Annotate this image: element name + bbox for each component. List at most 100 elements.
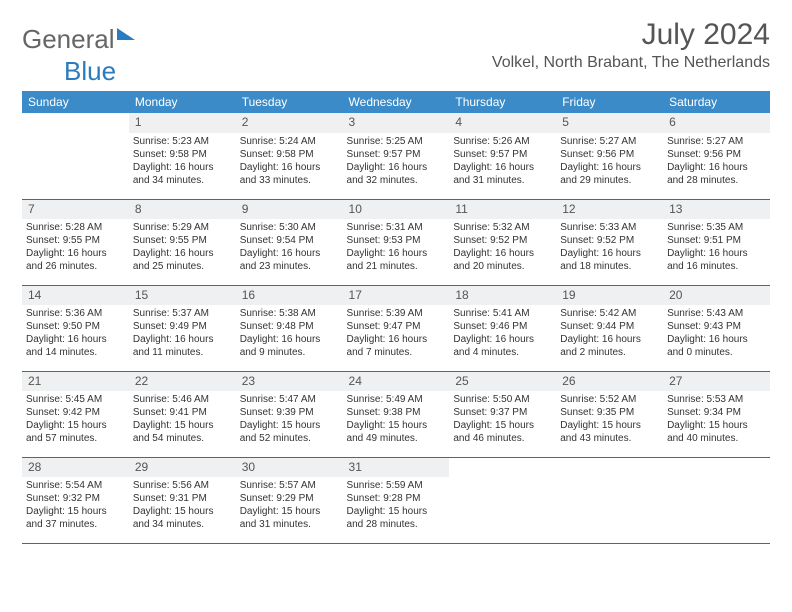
calendar-day-cell: 20Sunrise: 5:43 AMSunset: 9:43 PMDayligh…: [663, 285, 770, 371]
sunrise-text: Sunrise: 5:41 AM: [453, 307, 552, 320]
day-number: 8: [129, 200, 236, 220]
calendar-day-cell: 14Sunrise: 5:36 AMSunset: 9:50 PMDayligh…: [22, 285, 129, 371]
sunset-text: Sunset: 9:41 PM: [133, 406, 232, 419]
sunset-text: Sunset: 9:28 PM: [347, 492, 446, 505]
daylight1-text: Daylight: 16 hours: [560, 247, 659, 260]
sunset-text: Sunset: 9:58 PM: [240, 148, 339, 161]
sunrise-text: Sunrise: 5:45 AM: [26, 393, 125, 406]
calendar-day-cell: 13Sunrise: 5:35 AMSunset: 9:51 PMDayligh…: [663, 199, 770, 285]
sunset-text: Sunset: 9:32 PM: [26, 492, 125, 505]
day-number: 30: [236, 458, 343, 478]
daylight2-text: and 20 minutes.: [453, 260, 552, 273]
sunset-text: Sunset: 9:52 PM: [560, 234, 659, 247]
sunset-text: Sunset: 9:55 PM: [26, 234, 125, 247]
daylight1-text: Daylight: 15 hours: [133, 505, 232, 518]
daylight2-text: and 9 minutes.: [240, 346, 339, 359]
calendar-week-row: 21Sunrise: 5:45 AMSunset: 9:42 PM Dayligh…: [22, 371, 770, 457]
sunrise-text: Sunrise: 5:32 AM: [453, 221, 552, 234]
daylight1-text: Daylight: 16 hours: [133, 333, 232, 346]
daylight1-text: Daylight: 15 hours: [240, 419, 339, 432]
sunrise-text: Sunrise: 5:53 AM: [667, 393, 766, 406]
sunrise-text: Sunrise: 5:57 AM: [240, 479, 339, 492]
day-number: 15: [129, 286, 236, 306]
calendar-day-cell: 27Sunrise: 5:53 AMSunset: 9:34 PMDayligh…: [663, 371, 770, 457]
daylight1-text: Daylight: 15 hours: [560, 419, 659, 432]
day-number: 23: [236, 372, 343, 392]
sunrise-text: Sunrise: 5:46 AM: [133, 393, 232, 406]
weekday-header: Sunday: [22, 91, 129, 113]
daylight2-text: and 32 minutes.: [347, 174, 446, 187]
calendar-day-cell: 22Sunrise: 5:46 AMSunset: 9:41 PMDayligh…: [129, 371, 236, 457]
daylight2-text: and 54 minutes.: [133, 432, 232, 445]
calendar-week-row: 1Sunrise: 5:23 AMSunset: 9:58 PMDaylight…: [22, 113, 770, 199]
calendar-day-cell: 3Sunrise: 5:25 AMSunset: 9:57 PMDaylight…: [343, 113, 450, 199]
sunset-text: Sunset: 9:52 PM: [453, 234, 552, 247]
daylight2-text: and 34 minutes.: [133, 174, 232, 187]
calendar-day-cell: 9Sunrise: 5:30 AMSunset: 9:54 PMDaylight…: [236, 199, 343, 285]
sunset-text: Sunset: 9:56 PM: [560, 148, 659, 161]
daylight1-text: Daylight: 16 hours: [240, 333, 339, 346]
day-number: 18: [449, 286, 556, 306]
sunset-text: Sunset: 9:44 PM: [560, 320, 659, 333]
sunset-text: Sunset: 9:57 PM: [453, 148, 552, 161]
calendar-week-row: 7Sunrise: 5:28 AMSunset: 9:55 PMDaylight…: [22, 199, 770, 285]
day-number: 1: [129, 113, 236, 133]
sunrise-text: Sunrise: 5:52 AM: [560, 393, 659, 406]
day-number: 26: [556, 372, 663, 392]
sunset-text: Sunset: 9:37 PM: [453, 406, 552, 419]
calendar-day-cell: 31Sunrise: 5:59 AMSunset: 9:28 PMDayligh…: [343, 457, 450, 543]
sunrise-text: Sunrise: 5:30 AM: [240, 221, 339, 234]
day-number: 28: [22, 458, 129, 478]
sunset-text: Sunset: 9:56 PM: [667, 148, 766, 161]
sunrise-text: Sunrise: 5:37 AM: [133, 307, 232, 320]
daylight1-text: Daylight: 16 hours: [133, 247, 232, 260]
sunset-text: Sunset: 9:42 PM: [26, 406, 125, 419]
calendar-day-cell: 8Sunrise: 5:29 AMSunset: 9:55 PMDaylight…: [129, 199, 236, 285]
daylight1-text: Daylight: 16 hours: [560, 333, 659, 346]
sunset-text: Sunset: 9:58 PM: [133, 148, 232, 161]
calendar-day-cell: 25Sunrise: 5:50 AMSunset: 9:37 PMDayligh…: [449, 371, 556, 457]
sunset-text: Sunset: 9:49 PM: [133, 320, 232, 333]
day-number: 29: [129, 458, 236, 478]
daylight2-text: and 21 minutes.: [347, 260, 446, 273]
day-number: 24: [343, 372, 450, 392]
sunset-text: Sunset: 9:34 PM: [667, 406, 766, 419]
sunrise-text: Sunrise: 5:33 AM: [560, 221, 659, 234]
sunrise-text: Sunrise: 5:56 AM: [133, 479, 232, 492]
sunset-text: Sunset: 9:38 PM: [347, 406, 446, 419]
day-number: 3: [343, 113, 450, 133]
weekday-header: Wednesday: [343, 91, 450, 113]
sunset-text: Sunset: 9:51 PM: [667, 234, 766, 247]
daylight1-text: Daylight: 16 hours: [26, 333, 125, 346]
daylight2-text: and 46 minutes.: [453, 432, 552, 445]
weekday-header: Monday: [129, 91, 236, 113]
daylight2-text: and 34 minutes.: [133, 518, 232, 531]
daylight2-text: and 29 minutes.: [560, 174, 659, 187]
sunset-text: Sunset: 9:54 PM: [240, 234, 339, 247]
daylight2-text: and 7 minutes.: [347, 346, 446, 359]
calendar-day-cell: [22, 113, 129, 199]
daylight2-text: and 26 minutes.: [26, 260, 125, 273]
day-number: 21: [22, 372, 129, 392]
daylight2-text: and 43 minutes.: [560, 432, 659, 445]
sunset-text: Sunset: 9:47 PM: [347, 320, 446, 333]
calendar-table: Sunday Monday Tuesday Wednesday Thursday…: [22, 91, 770, 544]
day-number: 16: [236, 286, 343, 306]
day-number: 4: [449, 113, 556, 133]
sunrise-text: Sunrise: 5:42 AM: [560, 307, 659, 320]
daylight2-text: and 14 minutes.: [26, 346, 125, 359]
day-number: 25: [449, 372, 556, 392]
daylight1-text: Daylight: 15 hours: [667, 419, 766, 432]
calendar-day-cell: 17Sunrise: 5:39 AMSunset: 9:47 PMDayligh…: [343, 285, 450, 371]
day-number: 17: [343, 286, 450, 306]
day-number: 7: [22, 200, 129, 220]
calendar-day-cell: 29Sunrise: 5:56 AMSunset: 9:31 PMDayligh…: [129, 457, 236, 543]
daylight1-text: Daylight: 16 hours: [453, 333, 552, 346]
calendar-day-cell: 18Sunrise: 5:41 AMSunset: 9:46 PMDayligh…: [449, 285, 556, 371]
calendar-week-row: 14Sunrise: 5:36 AMSunset: 9:50 PMDayligh…: [22, 285, 770, 371]
calendar-day-cell: [556, 457, 663, 543]
daylight2-text: and 52 minutes.: [240, 432, 339, 445]
weekday-header-row: Sunday Monday Tuesday Wednesday Thursday…: [22, 91, 770, 113]
sunrise-text: Sunrise: 5:39 AM: [347, 307, 446, 320]
logo-mark-icon: [117, 28, 135, 40]
